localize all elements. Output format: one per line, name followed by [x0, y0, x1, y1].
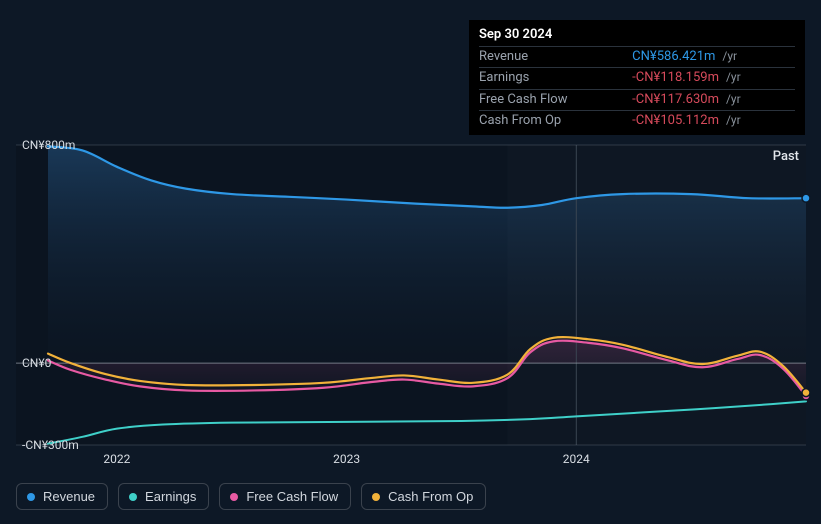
tooltip-table: RevenueCN¥586.421m /yrEarnings-CN¥118.15… [479, 46, 795, 131]
chart-legend: Revenue Earnings Free Cash Flow Cash From O… [16, 483, 486, 510]
legend-item-earnings[interactable]: Earnings [118, 483, 209, 510]
x-tick-label: 2023 [333, 452, 360, 466]
legend-item-fcf[interactable]: Free Cash Flow [219, 483, 351, 510]
past-label: Past [773, 149, 799, 164]
tooltip-row: Free Cash Flow-CN¥117.630m /yr [479, 89, 795, 110]
legend-item-cashop[interactable]: Cash From Op [361, 483, 486, 510]
legend-item-revenue[interactable]: Revenue [16, 483, 108, 510]
earnings-dot-icon [129, 493, 137, 501]
chart-tooltip: Sep 30 2024 RevenueCN¥586.421m /yrEarnin… [469, 20, 805, 135]
tooltip-row-label: Earnings [479, 68, 602, 89]
tooltip-row-value: -CN¥118.159m /yr [602, 68, 795, 89]
fcf-dot-icon [230, 493, 238, 501]
tooltip-row: Earnings-CN¥118.159m /yr [479, 68, 795, 89]
y-tick-label: CN¥0 [22, 356, 51, 370]
legend-item-label: Revenue [43, 489, 95, 504]
tooltip-row-label: Cash From Op [479, 110, 602, 131]
tooltip-date: Sep 30 2024 [479, 26, 795, 46]
tooltip-row: RevenueCN¥586.421m /yr [479, 47, 795, 68]
tooltip-row-value: -CN¥117.630m /yr [602, 89, 795, 110]
tooltip-row-label: Free Cash Flow [479, 89, 602, 110]
x-tick-label: 2022 [103, 452, 130, 466]
legend-item-label: Free Cash Flow [246, 489, 338, 504]
tooltip-row-label: Revenue [479, 47, 602, 68]
x-tick-label: 2024 [563, 452, 590, 466]
cashop-dot-icon [372, 493, 380, 501]
legend-item-label: Earnings [145, 489, 196, 504]
y-tick-label: -CN¥300m [22, 438, 79, 452]
legend-item-label: Cash From Op [388, 489, 473, 504]
y-tick-label: CN¥800m [22, 138, 75, 152]
revenue-dot-icon [27, 493, 35, 501]
tooltip-row-value: -CN¥105.112m /yr [602, 110, 795, 131]
tooltip-row-value: CN¥586.421m /yr [602, 47, 795, 68]
financial-chart: Past CN¥800m CN¥0 -CN¥300m 2022 2023 2024 Se… [0, 0, 821, 524]
tooltip-row: Cash From Op-CN¥105.112m /yr [479, 110, 795, 131]
